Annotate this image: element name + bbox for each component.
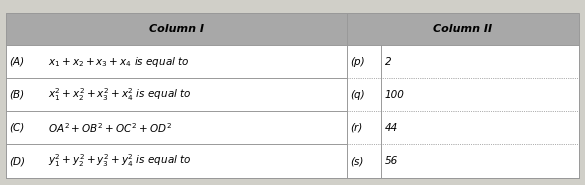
Text: Column II: Column II [433, 24, 493, 34]
Text: 2: 2 [385, 57, 391, 67]
Bar [6, 78, 579, 111]
Text: Column I: Column I [149, 24, 204, 34]
Text: $y_1^2+y_2^2+y_3^2+y_4^2$ is equal to: $y_1^2+y_2^2+y_3^2+y_4^2$ is equal to [49, 153, 192, 169]
Bar [6, 13, 579, 178]
Bar [6, 144, 579, 178]
Text: (r): (r) [350, 123, 363, 133]
Text: (D): (D) [9, 156, 25, 166]
Text: $x_1+x_2+x_3+x_4$ is equal to: $x_1+x_2+x_3+x_4$ is equal to [49, 55, 190, 69]
Text: 100: 100 [385, 90, 405, 100]
Text: (C): (C) [9, 123, 24, 133]
Text: (q): (q) [350, 90, 365, 100]
Text: (s): (s) [350, 156, 364, 166]
Bar [6, 45, 579, 78]
Bar [6, 13, 579, 45]
Text: 44: 44 [385, 123, 398, 133]
Text: (p): (p) [350, 57, 365, 67]
Bar [6, 111, 579, 144]
Text: $x_1^2+x_2^2+x_3^2+x_4^2$ is equal to: $x_1^2+x_2^2+x_3^2+x_4^2$ is equal to [49, 86, 192, 103]
Text: (A): (A) [9, 57, 24, 67]
Text: 56: 56 [385, 156, 398, 166]
Text: $OA^2+OB^2+OC^2+OD^2$: $OA^2+OB^2+OC^2+OD^2$ [49, 121, 173, 135]
Text: (B): (B) [9, 90, 24, 100]
Bar [6, 13, 579, 178]
